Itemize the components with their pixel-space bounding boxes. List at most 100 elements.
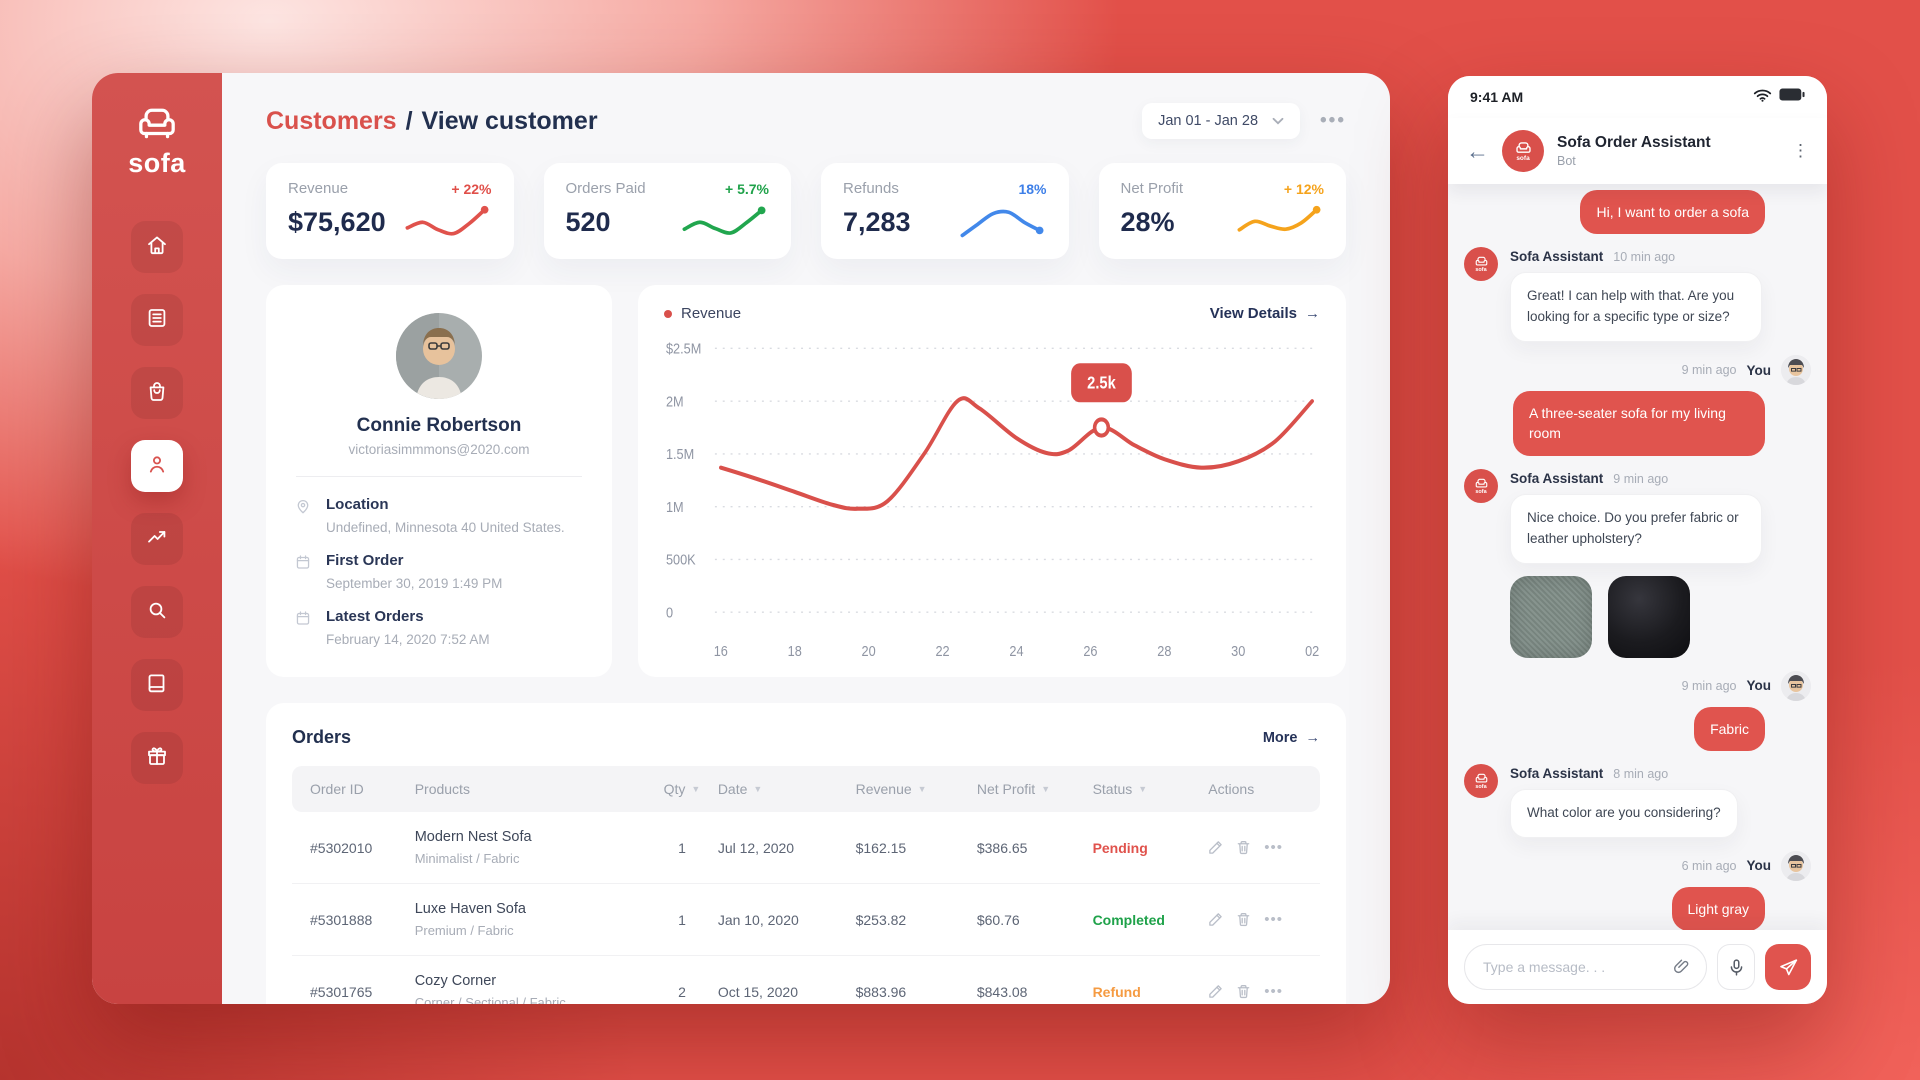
- delete-icon[interactable]: [1236, 840, 1251, 855]
- user-avatar: [1781, 355, 1811, 386]
- stat-change-badge: + 12%: [1283, 180, 1324, 197]
- sidebar-nav: [131, 221, 183, 784]
- info-label: Latest Orders: [326, 608, 424, 625]
- assistant-name: Sofa Order Assistant: [1557, 134, 1711, 151]
- bot-message: Nice choice. Do you prefer fabric or lea…: [1510, 493, 1762, 564]
- bot-message-group: sofa Sofa Assistant 8 min ago What color…: [1464, 763, 1811, 838]
- bot-message: What color are you considering?: [1510, 788, 1738, 838]
- order-id: #5302010: [310, 839, 373, 856]
- sidebar-item-shop[interactable]: [131, 367, 183, 419]
- order-revenue: $253.82: [855, 911, 907, 928]
- sidebar: sofa: [92, 73, 222, 1004]
- edit-icon[interactable]: [1208, 912, 1223, 927]
- user-label: You: [1746, 858, 1772, 874]
- svg-text:18: 18: [788, 642, 802, 659]
- column-date[interactable]: Date ▼: [717, 781, 763, 797]
- fabric-swatch-image[interactable]: [1510, 575, 1592, 658]
- bot-avatar: sofa: [1464, 247, 1498, 282]
- svg-text:24: 24: [1009, 642, 1023, 659]
- svg-text:26: 26: [1083, 642, 1097, 659]
- gift-icon: [145, 744, 169, 773]
- order-date: Oct 15, 2020: [717, 983, 798, 1000]
- orders-more-link[interactable]: More →: [1263, 730, 1320, 746]
- row-more-icon[interactable]: •••: [1264, 983, 1284, 1000]
- row-more-icon[interactable]: •••: [1264, 911, 1284, 928]
- sidebar-item-home[interactable]: [131, 221, 183, 273]
- date-range-value: Jan 01 - Jan 28: [1158, 113, 1259, 129]
- message-time: 9 min ago: [1681, 363, 1737, 378]
- status-badge: Completed: [1092, 911, 1165, 928]
- stat-card-orders-paid: Orders Paid + 5.7% 520: [543, 163, 791, 259]
- column-net-profit[interactable]: Net Profit ▼: [976, 781, 1051, 797]
- user-message-meta: 9 min ago You: [1682, 670, 1811, 701]
- order-product: Modern Nest Sofa Minimalist / Fabric: [414, 829, 532, 866]
- order-actions: •••: [1208, 983, 1302, 1000]
- sidebar-item-rewards[interactable]: [131, 732, 183, 784]
- more-label: More: [1262, 729, 1298, 746]
- customer-avatar: [396, 313, 482, 399]
- leather-swatch-image[interactable]: [1608, 575, 1690, 658]
- sidebar-item-orders[interactable]: [131, 294, 183, 346]
- info-label: Location: [326, 496, 389, 513]
- user-label: You: [1746, 362, 1772, 378]
- order-id: #5301765: [310, 983, 373, 1000]
- sidebar-item-catalog[interactable]: [131, 659, 183, 711]
- breadcrumb-section[interactable]: Customers: [266, 106, 397, 135]
- column-status[interactable]: Status ▼: [1092, 781, 1148, 797]
- order-actions: •••: [1208, 839, 1302, 856]
- stat-value: 28%: [1120, 206, 1175, 237]
- customer-latest-orders-row: Latest Orders February 14, 2020 7:52 AM: [294, 608, 584, 647]
- order-id: #5301888: [310, 911, 373, 928]
- message-input[interactable]: [1483, 959, 1664, 975]
- column-qty[interactable]: Qty ▼: [663, 781, 701, 797]
- row-more-icon[interactable]: •••: [1264, 839, 1284, 856]
- edit-icon[interactable]: [1208, 840, 1223, 855]
- material-swatches: [1510, 575, 1762, 658]
- document-list-icon: [145, 306, 169, 335]
- delete-icon[interactable]: [1236, 912, 1251, 927]
- revenue-chart-card: Revenue View Details → $2.5M 2M 1.5M 1M 500K…: [638, 285, 1346, 677]
- svg-text:0: 0: [666, 603, 673, 620]
- svg-text:16: 16: [714, 642, 728, 659]
- message-input-pill: [1464, 944, 1707, 990]
- main-content: Customers / View customer Jan 01 - Jan 28 …: [222, 73, 1390, 1004]
- stat-label: Revenue: [288, 180, 349, 197]
- user-avatar: [1781, 670, 1811, 701]
- view-details-link[interactable]: View Details →: [1210, 305, 1320, 322]
- topbar: Customers / View customer Jan 01 - Jan 28 …: [266, 103, 1346, 139]
- order-row: #5301888 Luxe Haven Sofa Premium / Fabri…: [292, 884, 1320, 956]
- status-icons: [1753, 88, 1805, 107]
- date-range-selector[interactable]: Jan 01 - Jan 28: [1142, 103, 1301, 139]
- delete-icon[interactable]: [1236, 984, 1251, 999]
- column-revenue[interactable]: Revenue ▼: [855, 781, 927, 797]
- legend-label: Revenue: [681, 305, 742, 322]
- status-badge: Refund: [1092, 983, 1141, 1000]
- stat-value: $75,620: [288, 206, 386, 237]
- sidebar-item-customers[interactable]: [131, 440, 183, 492]
- legend-dot: [664, 309, 672, 318]
- send-button[interactable]: [1765, 944, 1811, 990]
- stat-value: 7,283: [843, 206, 911, 237]
- edit-icon[interactable]: [1208, 984, 1223, 999]
- top-controls: Jan 01 - Jan 28 •••: [1142, 103, 1346, 139]
- more-options-icon[interactable]: •••: [1320, 110, 1346, 131]
- back-arrow-icon[interactable]: ←: [1466, 137, 1489, 164]
- sort-arrow-icon: ▼: [753, 784, 763, 794]
- message-time: 9 min ago: [1613, 471, 1669, 486]
- customer-first-order-row: First Order September 30, 2019 1:49 PM: [294, 552, 584, 591]
- orders-header: Orders More →: [292, 727, 1320, 748]
- svg-text:2.5k: 2.5k: [1087, 375, 1116, 393]
- chat-menu-icon[interactable]: ⋮: [1792, 141, 1809, 160]
- svg-text:20: 20: [862, 642, 876, 659]
- sidebar-item-search[interactable]: [131, 586, 183, 638]
- order-product: Cozy Corner Corner / Sectional / Fabric: [414, 973, 566, 1004]
- location-pin-icon: [294, 496, 312, 535]
- mic-button[interactable]: [1717, 944, 1756, 990]
- revenue-line-chart[interactable]: $2.5M 2M 1.5M 1M 500K 0 16 18 20 22 24 26 28 30 02 2.5k: [664, 330, 1320, 665]
- bot-avatar: sofa: [1464, 468, 1498, 503]
- order-net-profit: $843.08: [976, 983, 1028, 1000]
- attachment-icon[interactable]: [1672, 957, 1692, 977]
- sidebar-item-analytics[interactable]: [131, 513, 183, 565]
- arrow-right-icon: →: [1305, 305, 1320, 322]
- svg-text:$2.5M: $2.5M: [666, 340, 701, 357]
